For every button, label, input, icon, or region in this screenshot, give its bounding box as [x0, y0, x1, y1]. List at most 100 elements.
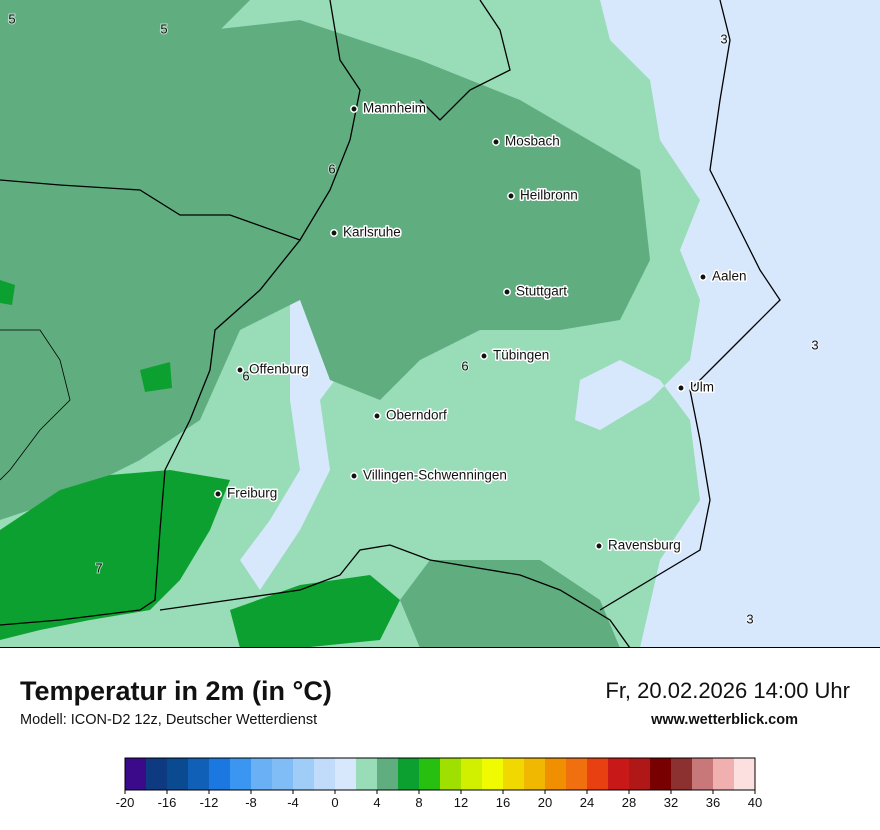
- legend-swatch: [461, 758, 483, 790]
- legend-swatch: [545, 758, 567, 790]
- city-dot: [503, 288, 511, 296]
- legend-swatch: [398, 758, 420, 790]
- legend-swatch: [167, 758, 189, 790]
- contour-label: 5: [160, 21, 167, 36]
- legend-tick-label: 40: [748, 795, 762, 810]
- contour-label: 7: [95, 560, 102, 575]
- legend-swatch: [671, 758, 693, 790]
- legend-swatch: [125, 758, 147, 790]
- legend-tick-label: 28: [622, 795, 636, 810]
- city-label: Mannheim: [363, 101, 426, 116]
- legend-frame: [124, 757, 756, 791]
- border: [419, 0, 511, 121]
- legend-swatch: [629, 758, 651, 790]
- subtitle: Modell: ICON-D2 12z, Deutscher Wetterdie…: [20, 712, 317, 728]
- legend-tick-label: 36: [706, 795, 720, 810]
- contour-label: 6: [242, 368, 249, 383]
- city-label: Tübingen: [493, 348, 549, 363]
- legend-tick-label: 20: [538, 795, 552, 810]
- contour-label: 6: [461, 358, 468, 373]
- warm-area: [0, 20, 650, 520]
- map: Mannheim Mosbach Heilbronn Karlsruhe Aalen St…: [0, 0, 880, 648]
- city-dot: [492, 138, 500, 146]
- legend-swatch: [314, 758, 336, 790]
- legend-swatch: [482, 758, 504, 790]
- legend-swatch: [650, 758, 672, 790]
- legend-tick-label: -16: [158, 795, 177, 810]
- legend-swatch: [608, 758, 630, 790]
- legend-swatch: [272, 758, 294, 790]
- warm-area: [400, 560, 620, 648]
- legend-tick-label: -8: [245, 795, 257, 810]
- city-label: Stuttgart: [516, 284, 567, 299]
- legend-swatch: [587, 758, 609, 790]
- legend-swatch: [251, 758, 273, 790]
- very-warm-area: [140, 362, 172, 392]
- legend-tick-label: 24: [580, 795, 594, 810]
- legend-tick-label: 8: [415, 795, 422, 810]
- city-label: Freiburg: [227, 486, 277, 501]
- city-label: Oberndorf: [386, 408, 447, 423]
- city-dot: [214, 490, 222, 498]
- very-warm-area: [230, 575, 400, 648]
- city-label: Ulm: [690, 380, 714, 395]
- border: [0, 179, 302, 626]
- legend-swatch: [335, 758, 357, 790]
- contour-label: 6: [328, 161, 335, 176]
- legend-swatch: [377, 758, 399, 790]
- city-dot: [373, 412, 381, 420]
- legend-tick-label: 32: [664, 795, 678, 810]
- very-warm-area: [0, 470, 230, 640]
- city-label: Aalen: [712, 269, 747, 284]
- legend-swatch: [146, 758, 168, 790]
- city-label: Karlsruhe: [343, 225, 401, 240]
- city-label: Ravensburg: [608, 538, 681, 553]
- footer: Temperatur in 2m (in °C) Modell: ICON-D2…: [20, 676, 850, 810]
- city-dot: [595, 542, 603, 550]
- legend-swatch: [524, 758, 546, 790]
- contour-label: 3: [720, 31, 727, 46]
- legend-tick-label: 16: [496, 795, 510, 810]
- city-dot: [507, 192, 515, 200]
- legend-swatch: [734, 758, 756, 790]
- legend-swatch: [293, 758, 315, 790]
- title: Temperatur in 2m (in °C): [20, 676, 332, 706]
- very-warm-area: [0, 280, 15, 305]
- city-dot: [236, 366, 244, 374]
- city-label: Offenburg: [249, 362, 309, 377]
- legend-tick-label: -20: [116, 795, 135, 810]
- legend-swatch: [419, 758, 441, 790]
- city-label: Heilbronn: [520, 188, 578, 203]
- warm-area: [0, 0, 250, 90]
- border: [0, 329, 71, 481]
- border: [599, 0, 781, 611]
- legend: -20 -16 -12 -8 -4 0 4 8 12 16 20 24 28 32 36 40: [116, 757, 762, 810]
- legend-swatch: [209, 758, 231, 790]
- legend-swatch: [440, 758, 462, 790]
- contour-label: 3: [811, 337, 818, 352]
- legend-tick-label: 4: [373, 795, 380, 810]
- legend-swatch: [230, 758, 252, 790]
- border: [159, 544, 631, 648]
- legend-swatch: [566, 758, 588, 790]
- contour-label: 3: [746, 611, 753, 626]
- date: Fr, 20.02.2026 14:00 Uhr: [605, 678, 850, 703]
- legend-swatch: [713, 758, 735, 790]
- city-label: Villingen-Schwenningen: [363, 468, 507, 483]
- legend-tick-label: 0: [331, 795, 338, 810]
- website: www.wetterblick.com: [650, 712, 798, 728]
- legend-swatch: [356, 758, 378, 790]
- city-dot: [330, 229, 338, 237]
- city-dot: [677, 384, 685, 392]
- border: [299, 0, 361, 241]
- city-dot: [480, 352, 488, 360]
- legend-swatch: [503, 758, 525, 790]
- cold-area: [575, 0, 880, 648]
- legend-tick-label: 12: [454, 795, 468, 810]
- legend-swatch: [692, 758, 714, 790]
- city-label: Mosbach: [505, 134, 560, 149]
- city-dot: [350, 105, 358, 113]
- legend-swatch: [188, 758, 210, 790]
- contour-label: 5: [8, 11, 15, 26]
- legend-tick-label: -4: [287, 795, 299, 810]
